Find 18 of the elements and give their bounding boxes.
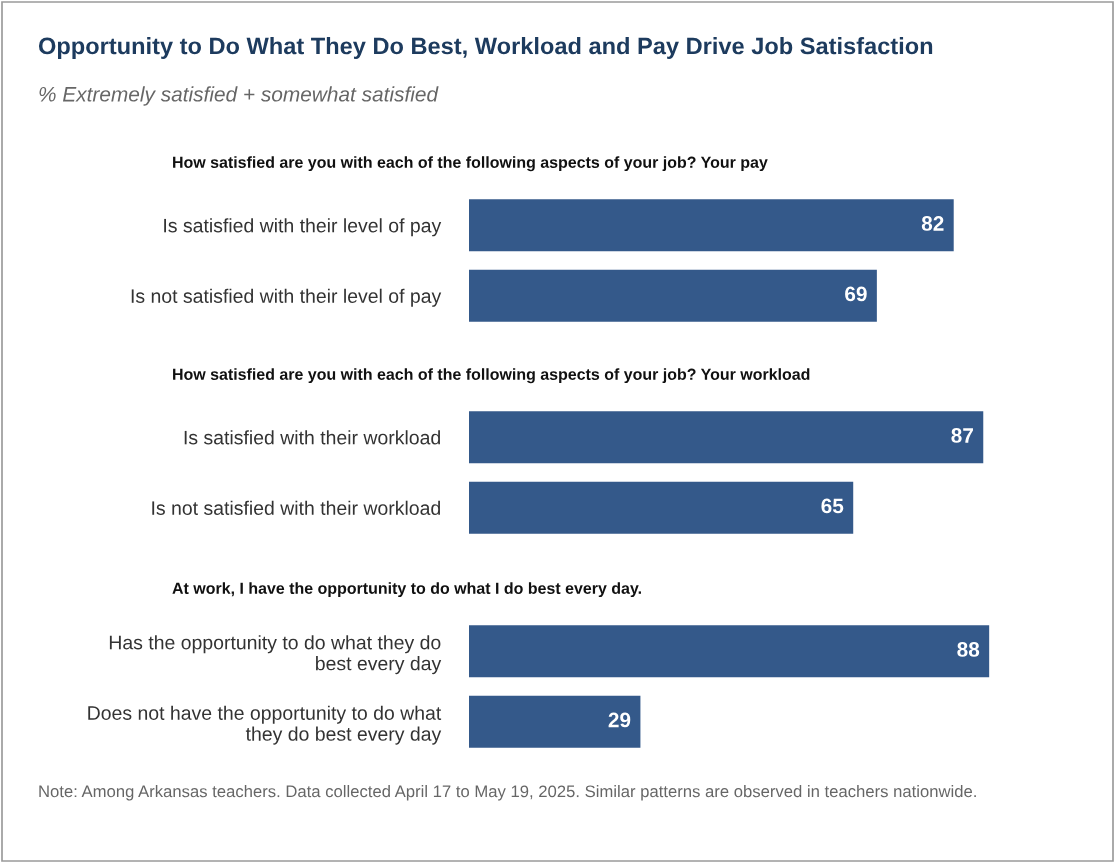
chart-title: How satisfied are you with each of the following aspects of your job? Your workload <box>173 368 810 384</box>
text: Note: Among Arkansas teachers. Data collected April 17 to May 19, 2025. Similar patterns are observed in teachers nationwide. <box>39 785 976 801</box>
y-tick-label: Is not satisfied with their level of pay <box>131 288 442 307</box>
data-label: 82 <box>921 216 944 231</box>
y-tick-label: Is satisfied with their workload <box>184 430 440 445</box>
y-tick-label: Has the opportunity to do what they do best every day <box>109 635 442 675</box>
data-label: 88 <box>957 642 980 657</box>
data-label: 87 <box>951 428 973 443</box>
y-tick-label: Is not satisfied with their workload <box>152 500 440 515</box>
data-label: 65 <box>821 498 844 514</box>
text: % Extremely satisfied + somewhat satisfied <box>39 86 439 106</box>
chart-title: How satisfied are you with each of the following aspects of your job? Your pay <box>173 156 768 172</box>
chart-title: At work, I have the opportunity to do what I do best every day. <box>172 582 641 598</box>
data-label: 69 <box>845 286 867 302</box>
y-tick-label: Does not have the opportunity to do what they do best every day <box>88 705 442 745</box>
y-tick-label: Is satisfied with their level of pay <box>164 218 442 237</box>
text: Opportunity to Do What They Do Best, Workload and Pay Drive Job Satisfaction <box>38 37 933 59</box>
data-label: 29 <box>608 712 631 728</box>
